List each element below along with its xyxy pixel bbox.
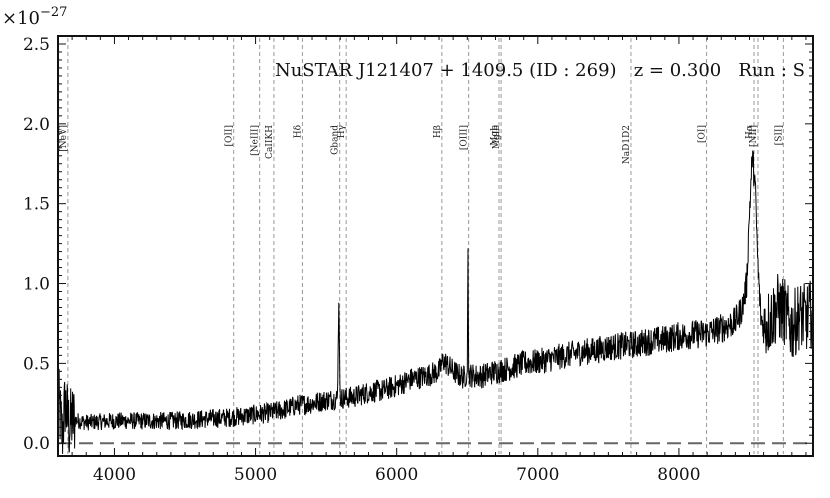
- y-scale-exponent: −27: [40, 5, 67, 20]
- line-marker-label: Hβ: [433, 125, 443, 138]
- line-marker-label: MgIb: [492, 125, 502, 150]
- line-marker-label: [OI]: [698, 125, 708, 143]
- line-marker-label: [OII]: [225, 125, 235, 147]
- x-tick-label: 7000: [516, 465, 559, 485]
- x-tick-label: 4000: [93, 465, 136, 485]
- line-marker-label: [NeIII]: [251, 125, 261, 156]
- line-marker-label: [OIII]: [460, 125, 470, 150]
- y-scale-base: ×10: [2, 8, 40, 29]
- y-scale-label: ×10−27: [2, 5, 67, 29]
- y-tick-label: 1.5: [23, 195, 50, 215]
- y-tick-label: 2.5: [23, 35, 50, 55]
- y-tick-label: 2.0: [23, 115, 50, 135]
- x-axis: 4000 5000 6000 7000 8000: [57, 36, 807, 485]
- chart-title: NuSTAR J121407 + 1409.5 (ID : 269) z = 0…: [275, 60, 805, 81]
- spectrum-line: [57, 150, 814, 454]
- plot-frame: [57, 35, 814, 457]
- y-tick-label: 0.5: [23, 354, 50, 374]
- line-marker-label: Hγ: [337, 125, 347, 138]
- line-marker-label: Gband: [331, 125, 341, 155]
- line-marker-label: Hα: [745, 125, 755, 139]
- line-marker-label: [NeV]: [59, 125, 69, 152]
- line-marker-label: [NII]: [749, 125, 759, 147]
- line-marker-label: NaD1D2: [622, 125, 632, 164]
- line-marker-label: CaIIKH: [265, 125, 275, 159]
- spectrum-group: [57, 150, 814, 454]
- x-tick-label: 8000: [657, 465, 700, 485]
- x-tick-label: 5000: [234, 465, 277, 485]
- y-axis: 0.0 0.5 1.0 1.5 2.0 2.5: [23, 35, 813, 454]
- y-tick-label: 1.0: [23, 275, 50, 295]
- line-marker-label: Hδ: [293, 125, 303, 138]
- x-tick-label: 6000: [375, 465, 418, 485]
- line-marker-label: Mgb: [490, 125, 500, 146]
- line-marker-label: [SII]: [774, 125, 784, 145]
- y-tick-label: 0.0: [23, 434, 50, 454]
